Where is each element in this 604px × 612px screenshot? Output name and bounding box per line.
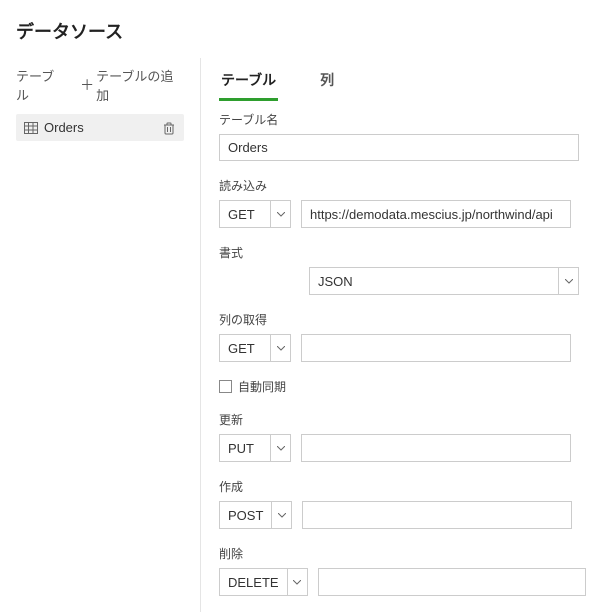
select-delete-method[interactable]: DELETE: [219, 568, 308, 596]
label-create: 作成: [219, 478, 586, 495]
right-panel: テーブル 列 テーブル名 読み込み GET https:: [200, 58, 604, 612]
label-update: 更新: [219, 411, 586, 428]
plus-icon: ＋: [80, 78, 94, 92]
label-autosync: 自動同期: [238, 378, 286, 395]
input-table-name[interactable]: [219, 134, 579, 161]
table-item-name: Orders: [44, 120, 84, 135]
tab-table[interactable]: テーブル: [219, 66, 278, 101]
chevron-down-icon: [287, 569, 307, 595]
table-icon: [24, 122, 38, 134]
select-read-method[interactable]: GET: [219, 200, 291, 228]
field-format: 書式 JSON: [219, 244, 586, 295]
field-delete: 削除 DELETE: [219, 545, 586, 596]
chevron-down-icon: [270, 201, 290, 227]
add-table-button[interactable]: ＋ テーブルの追加: [80, 66, 184, 104]
field-create: 作成 POST: [219, 478, 586, 529]
select-columns-method[interactable]: GET: [219, 334, 291, 362]
label-columns: 列の取得: [219, 311, 586, 328]
content: テーブル ＋ テーブルの追加 Orders: [0, 58, 604, 612]
left-tab-tables[interactable]: テーブル: [16, 66, 66, 104]
select-update-method[interactable]: PUT: [219, 434, 291, 462]
select-format-value: JSON: [310, 274, 558, 289]
header: データソース: [0, 0, 604, 58]
page-title: データソース: [16, 18, 588, 44]
label-read: 読み込み: [219, 177, 586, 194]
select-columns-method-value: GET: [220, 341, 270, 356]
left-tabs: テーブル ＋ テーブルの追加: [16, 58, 184, 114]
input-update-url[interactable]: [301, 434, 571, 462]
label-format: 書式: [219, 244, 586, 261]
select-create-method-value: POST: [220, 508, 271, 523]
checkbox-autosync[interactable]: [219, 380, 232, 393]
tab-columns[interactable]: 列: [318, 66, 336, 101]
table-item-left: Orders: [24, 120, 84, 135]
input-read-url[interactable]: https://demodata.mescius.jp/northwind/ap…: [301, 200, 571, 228]
field-update: 更新 PUT: [219, 411, 586, 462]
select-create-method[interactable]: POST: [219, 501, 292, 529]
input-delete-url[interactable]: [318, 568, 586, 596]
field-read: 読み込み GET https://demodata.mescius.jp/nor…: [219, 177, 586, 228]
chevron-down-icon: [270, 435, 290, 461]
field-table-name: テーブル名: [219, 111, 586, 161]
select-update-method-value: PUT: [220, 441, 270, 456]
right-tabs: テーブル 列: [201, 58, 604, 101]
chevron-down-icon: [271, 502, 291, 528]
left-panel: テーブル ＋ テーブルの追加 Orders: [0, 58, 200, 612]
chevron-down-icon: [558, 268, 578, 294]
form: テーブル名 読み込み GET https://demodata.mescius.…: [201, 101, 604, 596]
input-columns-url[interactable]: [301, 334, 571, 362]
select-format[interactable]: JSON: [309, 267, 579, 295]
trash-icon[interactable]: [162, 121, 176, 135]
label-table-name: テーブル名: [219, 111, 586, 128]
chevron-down-icon: [270, 335, 290, 361]
field-columns: 列の取得 GET: [219, 311, 586, 362]
table-list-item[interactable]: Orders: [16, 114, 184, 141]
add-table-label: テーブルの追加: [96, 66, 184, 104]
select-delete-method-value: DELETE: [220, 575, 287, 590]
label-delete: 削除: [219, 545, 586, 562]
field-autosync: 自動同期: [219, 378, 586, 395]
input-create-url[interactable]: [302, 501, 572, 529]
select-read-method-value: GET: [220, 207, 270, 222]
